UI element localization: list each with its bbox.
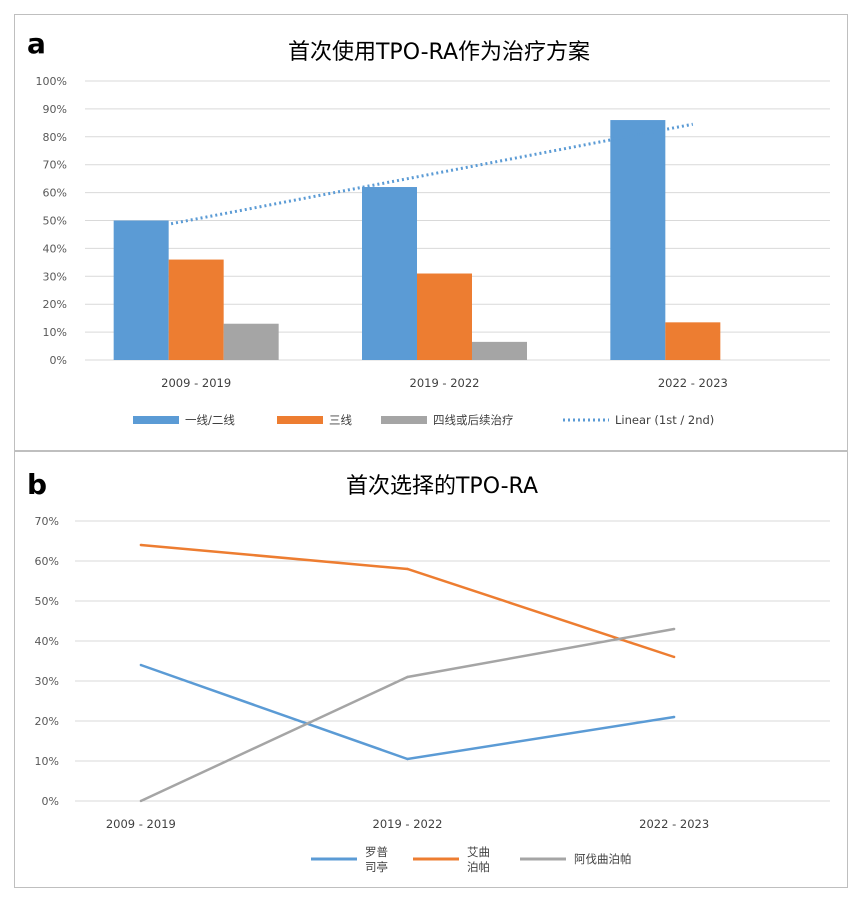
y-tick-label: 100% bbox=[36, 75, 67, 88]
chart-a: a 首次使用TPO-RA作为治疗方案 0% 10% 20% 30% 40% 50% 60% 7… bbox=[27, 27, 830, 427]
y-tick-label: 40% bbox=[43, 242, 67, 255]
legend-label: 艾曲泊帕 bbox=[467, 845, 490, 874]
panel-b: b 首次选择的TPO-RA 0% 10% 20% 30% 40% 50% 60% 70% 20… bbox=[14, 451, 848, 888]
y-tick-label: 80% bbox=[43, 131, 67, 144]
y-tick-label: 40% bbox=[35, 635, 59, 648]
point-1-0 bbox=[139, 543, 143, 547]
point-2-0 bbox=[139, 799, 143, 803]
x-category-label: 2019 - 2022 bbox=[410, 376, 480, 390]
point-2-1 bbox=[406, 675, 409, 679]
legend-label: 阿伐曲泊帕 bbox=[574, 852, 632, 866]
y-tick-label: 60% bbox=[43, 187, 67, 200]
x-category-label: 2009 - 2019 bbox=[106, 817, 176, 831]
x-category-label: 2019 - 2022 bbox=[373, 817, 443, 831]
bar-1-1 bbox=[417, 273, 472, 360]
legend-swatch-2 bbox=[381, 416, 427, 424]
x-category-label: 2009 - 2019 bbox=[161, 376, 231, 390]
y-tick-label: 30% bbox=[35, 675, 59, 688]
point-1-1 bbox=[406, 567, 409, 571]
x-category-label: 2022 - 2023 bbox=[658, 376, 728, 390]
x-category-label: 2022 - 2023 bbox=[639, 817, 709, 831]
y-tick-label: 60% bbox=[35, 555, 59, 568]
y-tick-label: 20% bbox=[43, 298, 67, 311]
point-0-1 bbox=[406, 757, 409, 761]
y-tick-label: 30% bbox=[43, 270, 67, 283]
bar-0-0 bbox=[113, 220, 169, 360]
panel-a: a 首次使用TPO-RA作为治疗方案 0% 10% 20% 30% 40% 50% 60% 7… bbox=[14, 14, 848, 451]
legend-label: Linear (1st / 2nd) bbox=[615, 413, 714, 427]
y-tick-label: 50% bbox=[35, 595, 59, 608]
legend-label: 四线或后续治疗 bbox=[433, 413, 514, 427]
y-tick-label: 20% bbox=[35, 715, 59, 728]
y-tick-label: 70% bbox=[43, 159, 67, 172]
bar-2-1 bbox=[472, 341, 527, 360]
bar-0-2 bbox=[610, 120, 666, 360]
legend-label: 罗普司亭 bbox=[365, 845, 388, 874]
y-tick-label: 50% bbox=[43, 215, 67, 228]
point-1-2 bbox=[672, 655, 676, 659]
bar-0-1 bbox=[362, 187, 417, 360]
y-tick-label: 90% bbox=[43, 103, 67, 116]
chart-a-title: 首次使用TPO-RA作为治疗方案 bbox=[288, 40, 590, 65]
legend-swatch-0 bbox=[133, 416, 179, 424]
bar-1-0 bbox=[168, 259, 224, 360]
series-line-0 bbox=[140, 663, 675, 761]
series-line-2 bbox=[140, 627, 675, 803]
legend-label: 一线/二线 bbox=[185, 413, 235, 427]
bar-2-0 bbox=[223, 323, 279, 360]
y-tick-label: 70% bbox=[35, 515, 59, 528]
y-tick-label: 10% bbox=[35, 755, 59, 768]
panel-letter-b: b bbox=[27, 468, 47, 501]
point-2-2 bbox=[672, 627, 676, 631]
point-0-0 bbox=[139, 663, 143, 667]
panel-letter-a: a bbox=[27, 27, 46, 60]
point-0-2 bbox=[672, 715, 676, 719]
bar-1-2 bbox=[665, 322, 721, 360]
y-tick-label: 10% bbox=[43, 326, 67, 339]
y-tick-label: 0% bbox=[42, 795, 59, 808]
legend-label: 三线 bbox=[329, 413, 352, 427]
chart-b: b 首次选择的TPO-RA 0% 10% 20% 30% 40% 50% 60% 70% 20… bbox=[27, 468, 830, 874]
chart-b-title: 首次选择的TPO-RA bbox=[346, 474, 538, 499]
y-tick-label: 0% bbox=[50, 354, 67, 367]
trendline bbox=[165, 122, 694, 227]
legend-swatch-1 bbox=[277, 416, 323, 424]
